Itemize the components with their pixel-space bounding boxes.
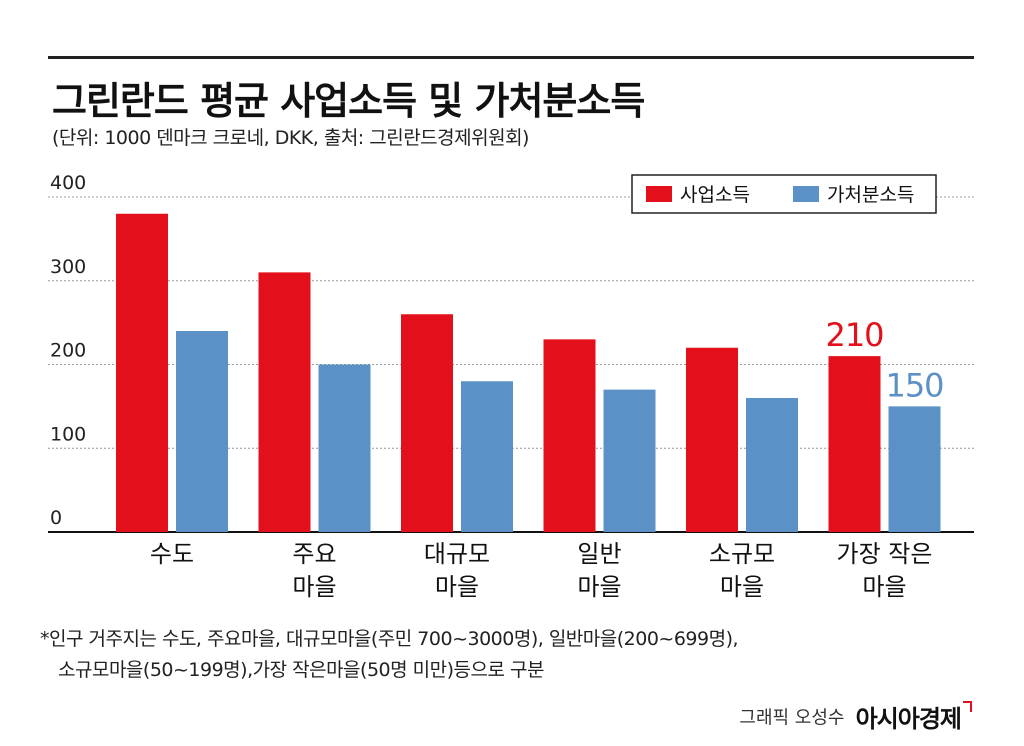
credit: 그래픽 오성수 아시아경제	[739, 699, 972, 734]
legend-label: 사업소득	[680, 184, 750, 206]
x-category-label: 가장 작은	[837, 540, 933, 568]
chart-subtitle: (단위: 1000 덴마크 크로네, DKK, 출처: 그린란드경제위원회)	[52, 127, 529, 149]
chart-title: 그린란드 평균 사업소득 및 가처분소득	[52, 79, 645, 123]
x-category-label: 마을	[435, 573, 479, 601]
bar-가처분소득-5	[888, 406, 941, 532]
y-tick-label: 100	[50, 423, 86, 445]
bar-가처분소득-4	[746, 398, 798, 532]
bar-사업소득-1	[258, 272, 311, 532]
legend-label: 가처분소득	[827, 184, 914, 206]
x-category-label: 대규모	[424, 540, 490, 568]
x-category-label: 마을	[720, 573, 764, 601]
x-category-label: 마을	[577, 573, 621, 601]
bar-가처분소득-1	[318, 364, 371, 532]
brand-mark-icon	[963, 701, 972, 712]
top-rule	[48, 56, 974, 59]
footnote-line-2: 소규모마을(50~199명),가장 작은마을(50명 미만)등으로 구분	[58, 659, 544, 681]
x-category-label: 마을	[292, 573, 336, 601]
credit-author: 그래픽 오성수	[739, 707, 845, 729]
bar-사업소득-0	[116, 213, 168, 532]
bar-사업소득-3	[543, 339, 596, 532]
y-tick-label: 0	[50, 507, 62, 529]
x-category-label: 마을	[862, 573, 906, 601]
y-tick-label: 300	[50, 256, 86, 278]
bar-사업소득-5	[828, 356, 881, 532]
chart: 0 100 200 300 400 수도 주요마을 대규모마을 일반마을 소규모마을 가장 작은마을…	[48, 172, 974, 601]
legend-swatch	[646, 186, 672, 202]
legend-swatch	[793, 186, 819, 202]
footnote-line-1: *인구 거주지는 수도, 주요마을, 대규모마을(주민 700~3000명), …	[40, 628, 739, 650]
bar-사업소득-2	[401, 314, 453, 532]
x-category-label: 소규모	[709, 540, 775, 568]
y-tick-label: 400	[50, 172, 86, 194]
data-label: 150	[885, 366, 943, 404]
x-category-label: 일반	[577, 540, 621, 568]
legend-box	[631, 174, 937, 214]
x-category-label: 수도	[150, 540, 194, 568]
y-tick-label: 200	[50, 340, 86, 362]
x-category-label: 주요	[292, 540, 336, 568]
bar-가처분소득-0	[176, 331, 228, 532]
credit-brand-logo: 아시아경제	[855, 705, 962, 733]
data-label: 210	[825, 316, 883, 354]
bar-가처분소득-2	[461, 381, 513, 532]
bar-가처분소득-3	[603, 389, 656, 532]
bar-사업소득-4	[686, 347, 738, 532]
